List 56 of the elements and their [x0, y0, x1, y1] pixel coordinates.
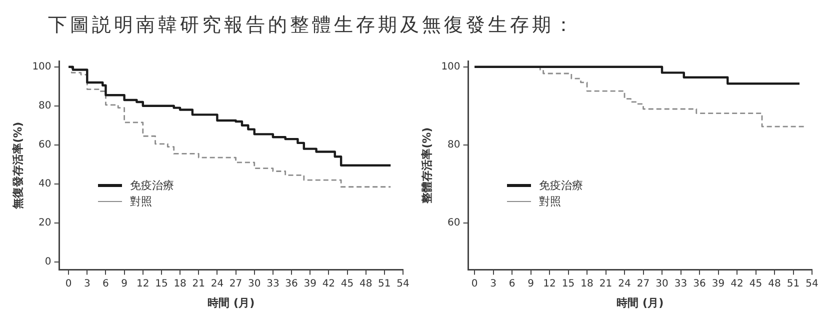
- x-tick-label: 12: [543, 278, 556, 290]
- y-tick-label: 80: [448, 140, 460, 151]
- y-tick-label: 100: [441, 61, 460, 72]
- x-tick-label: 9: [121, 278, 128, 290]
- x-tick-label: 39: [304, 278, 316, 290]
- x-tick-label: 33: [266, 278, 280, 290]
- legend-label: 對照: [130, 194, 152, 208]
- x-tick-label: 21: [192, 278, 205, 290]
- x-axis-title: 時間 (月): [208, 296, 255, 310]
- x-tick-label: 0: [65, 278, 72, 290]
- x-tick-label: 51: [378, 278, 391, 290]
- x-tick-label: 9: [528, 278, 534, 290]
- x-tick-label: 12: [136, 278, 150, 290]
- x-tick-label: 30: [248, 278, 261, 290]
- x-tick-label: 27: [636, 278, 650, 290]
- y-tick-label: 80: [38, 100, 52, 112]
- x-tick-label: 24: [210, 278, 224, 290]
- x-tick-label: 18: [580, 278, 594, 290]
- x-tick-label: 54: [396, 278, 410, 290]
- x-tick-label: 48: [768, 278, 781, 290]
- x-tick-label: 21: [599, 278, 612, 290]
- x-tick-label: 3: [84, 278, 90, 290]
- x-tick-label: 48: [359, 278, 372, 290]
- y-tick-label: 40: [38, 178, 52, 190]
- x-tick-label: 42: [730, 278, 744, 290]
- legend-label: 對照: [539, 194, 561, 208]
- x-tick-label: 27: [229, 278, 242, 290]
- x-tick-label: 18: [174, 278, 186, 290]
- x-tick-label: 54: [806, 278, 818, 290]
- legend-label: 免疫治療: [539, 178, 583, 192]
- x-tick-label: 0: [471, 278, 478, 290]
- x-tick-label: 39: [712, 278, 725, 290]
- x-tick-label: 51: [786, 278, 800, 290]
- x-tick-label: 30: [656, 278, 668, 290]
- x-tick-label: 36: [693, 278, 706, 290]
- y-axis-title: 整體存活率(%): [420, 127, 434, 204]
- x-tick-label: 3: [490, 278, 496, 290]
- x-axis-title: 時間 (月): [616, 296, 664, 310]
- y-tick-label: 100: [32, 61, 52, 72]
- x-tick-label: 15: [155, 278, 168, 290]
- chart-title: 下圖説明南韓研究報告的整體生存期及無復發生存期：: [47, 13, 577, 38]
- x-tick-label: 36: [285, 278, 298, 290]
- x-tick-label: 45: [340, 278, 354, 290]
- x-tick-label: 33: [674, 278, 688, 290]
- x-tick-label: 6: [508, 278, 516, 290]
- x-tick-label: 15: [562, 278, 575, 290]
- x-tick-label: 6: [102, 278, 109, 290]
- y-tick-label: 0: [44, 256, 52, 268]
- y-tick-label: 60: [448, 218, 460, 229]
- legend-label: 免疫治療: [130, 178, 174, 192]
- x-tick-label: 42: [322, 278, 336, 290]
- y-tick-label: 20: [38, 218, 52, 229]
- y-axis-title: 無復發存活率(%): [11, 122, 24, 210]
- x-tick-label: 24: [618, 278, 631, 290]
- x-tick-label: 45: [749, 278, 762, 290]
- y-tick-label: 60: [38, 140, 52, 151]
